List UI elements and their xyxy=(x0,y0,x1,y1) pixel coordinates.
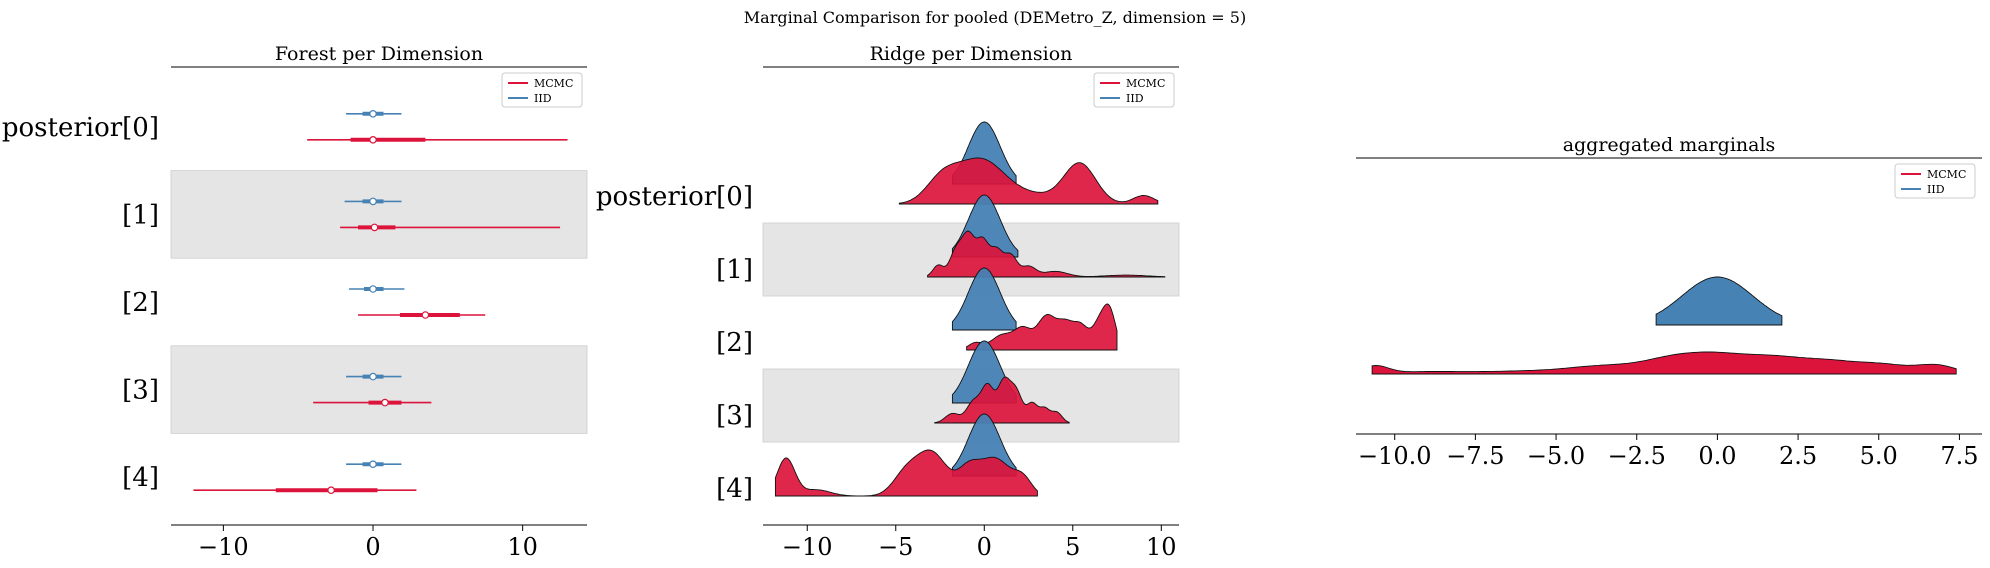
x-tick-label: 0 xyxy=(977,533,992,561)
row-band xyxy=(170,345,588,434)
density-mcmc xyxy=(1371,351,1957,375)
density-iid xyxy=(1655,276,1783,326)
x-tick-label: −2.5 xyxy=(1608,442,1666,470)
density-mcmc xyxy=(934,376,1070,424)
x-tick-label: −5.0 xyxy=(1527,442,1585,470)
row-label: posterior[0] xyxy=(2,113,159,143)
x-tick-label: −5 xyxy=(878,533,913,561)
row-label: [1] xyxy=(122,200,159,230)
row-label: [2] xyxy=(122,288,159,318)
x-tick-label: −10 xyxy=(198,533,249,561)
legend-label-iid: IID xyxy=(1126,92,1144,105)
x-tick-label: 5.0 xyxy=(1860,442,1898,470)
median-point xyxy=(369,285,377,293)
density-mcmc xyxy=(966,303,1118,351)
legend-label-iid: IID xyxy=(1927,183,1945,196)
panel-title: aggregated marginals xyxy=(1563,134,1776,156)
median-point xyxy=(369,197,377,206)
x-tick-label: 0.0 xyxy=(1698,442,1736,470)
row-label: [1] xyxy=(716,255,753,285)
x-tick-label: 7.5 xyxy=(1940,442,1978,470)
x-tick-label: 5 xyxy=(1065,533,1080,561)
median-point xyxy=(369,110,377,118)
legend-label-mcmc: MCMC xyxy=(1927,168,1966,181)
legend-label-iid: IID xyxy=(534,92,552,105)
x-tick-label: 2.5 xyxy=(1779,442,1817,470)
x-tick-label: −10.0 xyxy=(1358,442,1432,470)
density-mcmc xyxy=(927,230,1166,278)
median-point xyxy=(369,136,377,144)
x-tick-label: 0 xyxy=(365,533,380,561)
row-label: [4] xyxy=(122,463,159,493)
row-label: [3] xyxy=(122,376,159,406)
row-label: [2] xyxy=(716,328,753,358)
x-tick-label: 10 xyxy=(1146,533,1177,561)
row-label: [3] xyxy=(716,401,753,431)
density-iid xyxy=(951,267,1017,331)
panel-aggregated: aggregated marginals −10.0 −7.5 −5.0 −2.5 0.… xyxy=(1356,134,1982,470)
median-point xyxy=(370,223,379,232)
legend: MCMC IID xyxy=(1894,163,1976,199)
row-label: posterior[0] xyxy=(596,182,753,212)
density-mcmc xyxy=(898,157,1159,205)
median-point xyxy=(421,311,430,319)
median-point xyxy=(369,460,377,469)
x-tick-label: −7.5 xyxy=(1446,442,1504,470)
row-label: [4] xyxy=(716,474,753,504)
panel-ridge: Ridge per Dimension posterior[0] [1] [2] [3… xyxy=(596,43,1180,561)
legend: MCMC IID xyxy=(1093,72,1175,108)
row-band xyxy=(170,170,588,259)
panel-title: Ridge per Dimension xyxy=(870,43,1073,65)
x-tick-label: −10 xyxy=(782,533,833,561)
density-mcmc xyxy=(774,449,1038,497)
panel-forest: Forest per Dimension posterior[0] [1] [2] [… xyxy=(2,43,588,561)
x-tick-label: 10 xyxy=(507,533,538,561)
median-point xyxy=(327,486,335,495)
figure-suptitle: Marginal Comparison for pooled (DEMetro_… xyxy=(744,8,1246,27)
panel-title: Forest per Dimension xyxy=(275,43,483,65)
median-point xyxy=(381,398,389,407)
legend-label-mcmc: MCMC xyxy=(534,77,573,90)
legend-label-mcmc: MCMC xyxy=(1126,77,1165,90)
median-point xyxy=(369,372,377,381)
legend: MCMC IID xyxy=(501,72,583,108)
